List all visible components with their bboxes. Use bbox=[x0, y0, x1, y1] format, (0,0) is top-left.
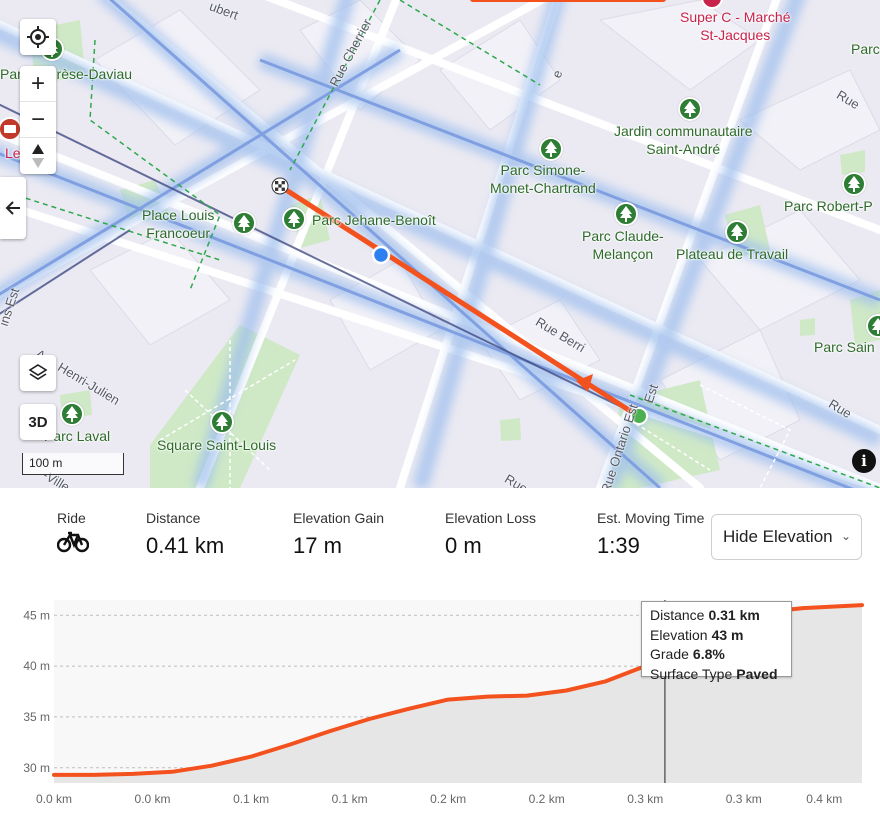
tooltip-label: Distance bbox=[650, 607, 705, 623]
stat-elevation-gain: Elevation Gain 17 m bbox=[293, 510, 384, 559]
poi-label: Super C - Marché St-Jacques bbox=[680, 9, 791, 43]
park-label: Parc Laval bbox=[44, 428, 111, 444]
x-tick-label: 0.1 km bbox=[233, 792, 269, 806]
x-tick-label: 0.1 km bbox=[332, 792, 368, 806]
route-direction-arrow bbox=[576, 374, 593, 392]
x-tick-label: 0.4 km bbox=[806, 792, 842, 806]
cup-glyph bbox=[4, 125, 16, 133]
tooltip-row-surface: Surface Type Paved bbox=[650, 665, 783, 685]
tooltip-value: 0.31 km bbox=[708, 607, 760, 623]
compass-button[interactable] bbox=[20, 138, 56, 174]
tree-icon bbox=[842, 172, 866, 196]
park-label: Parc Robert-P bbox=[784, 198, 873, 214]
park-label: Jardin communautaire Saint-André bbox=[614, 123, 753, 157]
tooltip-label: Elevation bbox=[650, 626, 708, 643]
stat-elevation-loss: Elevation Loss 0 m bbox=[445, 510, 536, 559]
info-icon[interactable]: i bbox=[852, 449, 876, 473]
locate-me-button[interactable] bbox=[20, 19, 56, 55]
hide-elevation-label: Hide Elevation bbox=[723, 527, 833, 546]
tooltip-row-distance: Distance 0.31 km bbox=[650, 606, 783, 626]
crosshair-icon bbox=[27, 26, 49, 48]
tree-icon bbox=[210, 410, 234, 434]
collapse-panel-button[interactable] bbox=[0, 177, 26, 239]
stat-moving-time: Est. Moving Time 1:39 bbox=[597, 510, 704, 559]
y-tick-label: 45 m bbox=[23, 608, 50, 622]
tooltip-label: Grade bbox=[650, 646, 689, 662]
tooltip-label: Surface Type bbox=[650, 665, 733, 682]
route-line bbox=[277, 183, 641, 419]
x-tick-label: 0.0 km bbox=[135, 792, 171, 806]
stat-label: Est. Moving Time bbox=[597, 510, 705, 526]
map-scale: 100 m bbox=[22, 453, 124, 475]
route-start-marker bbox=[630, 407, 648, 425]
park-label: Parc Simone- Monet-Chartrand bbox=[490, 162, 596, 196]
current-position-marker bbox=[371, 245, 391, 265]
park-label: Plateau de Travail bbox=[676, 246, 789, 262]
zoom-controls: + − bbox=[20, 66, 56, 174]
park-label: Square Saint-Louis bbox=[157, 437, 277, 453]
stat-label: Elevation Gain bbox=[293, 510, 385, 526]
tree-icon bbox=[539, 137, 563, 161]
tooltip-value: 43 m bbox=[711, 626, 744, 643]
activity-label: Ride bbox=[57, 510, 86, 526]
tooltip-value: Paved bbox=[736, 665, 778, 682]
tree-icon bbox=[678, 97, 702, 121]
stat-value: 0 m bbox=[445, 533, 482, 558]
x-tick-label: 0.2 km bbox=[529, 792, 565, 806]
park-label: Place Louis Francoeur bbox=[142, 207, 215, 241]
park-label: Parc Claude- Melançon bbox=[582, 228, 664, 262]
stat-distance: Distance 0.41 km bbox=[146, 510, 224, 559]
chevron-down-icon: ⌄ bbox=[840, 529, 851, 543]
store-icon bbox=[701, 0, 723, 9]
top-banner bbox=[470, 0, 666, 2]
y-tick-label: 30 m bbox=[23, 761, 50, 775]
stat-label: Distance bbox=[146, 510, 201, 526]
route-finish-flag-icon bbox=[271, 177, 289, 195]
tree-icon bbox=[725, 220, 749, 244]
park-label: Parc Sain bbox=[814, 339, 875, 355]
tooltip-value: 6.8% bbox=[692, 646, 725, 662]
map-canvas[interactable] bbox=[0, 0, 880, 488]
stat-value: 0.41 km bbox=[146, 533, 225, 558]
zoom-out-button[interactable]: − bbox=[20, 102, 56, 138]
stat-label: Elevation Loss bbox=[445, 510, 537, 526]
x-tick-label: 0.0 km bbox=[36, 792, 72, 806]
map-layers-button[interactable] bbox=[20, 355, 56, 391]
park-label: Parc bbox=[851, 41, 880, 57]
park-label: Parc Jehane-Benoît bbox=[312, 212, 436, 228]
zoom-in-button[interactable]: + bbox=[20, 66, 56, 102]
compass-icon bbox=[32, 144, 44, 168]
tree-icon bbox=[232, 211, 256, 235]
x-tick-label: 0.2 km bbox=[430, 792, 466, 806]
tree-icon bbox=[282, 207, 306, 231]
elevation-chart[interactable]: 45 m 40 m 35 m 30 m 0.0 km 0.0 km 0.1 km 0.1 k… bbox=[0, 586, 880, 817]
x-tick-label: 0.3 km bbox=[627, 792, 663, 806]
elevation-series-area bbox=[54, 605, 862, 783]
x-tick-label: 0.3 km bbox=[726, 792, 762, 806]
tree-icon bbox=[866, 314, 880, 338]
poi-label: Le bbox=[5, 145, 21, 161]
tooltip-row-grade: Grade 6.8% bbox=[650, 645, 783, 665]
stat-value: 1:39 bbox=[597, 533, 640, 558]
layers-icon bbox=[28, 364, 48, 380]
three-d-toggle-button[interactable]: 3D bbox=[20, 404, 56, 440]
route-stats-bar: Ride Distance 0.41 km Elevation Gain 17 … bbox=[0, 488, 880, 586]
y-tick-label: 40 m bbox=[23, 659, 50, 673]
hide-elevation-button[interactable]: Hide Elevation ⌄ bbox=[711, 514, 862, 560]
tooltip-row-elevation: Elevation 43 m bbox=[650, 626, 783, 646]
elevation-tooltip: Distance 0.31 km Elevation 43 m Grade 6.8% … bbox=[641, 601, 792, 682]
arrow-left-icon bbox=[5, 201, 20, 215]
stat-value: 17 m bbox=[293, 533, 342, 558]
tree-icon bbox=[614, 202, 638, 226]
activity-type: Ride bbox=[56, 510, 90, 558]
bicycle-icon bbox=[56, 531, 90, 553]
tree-icon bbox=[60, 402, 84, 426]
y-tick-label: 35 m bbox=[23, 710, 50, 724]
map-view[interactable]: Parc Thérèse-Daviau Place Louis Francoeu… bbox=[0, 0, 880, 488]
elevation-chart-svg[interactable]: 45 m 40 m 35 m 30 m 0.0 km 0.0 km 0.1 km 0.1 k… bbox=[0, 586, 880, 817]
